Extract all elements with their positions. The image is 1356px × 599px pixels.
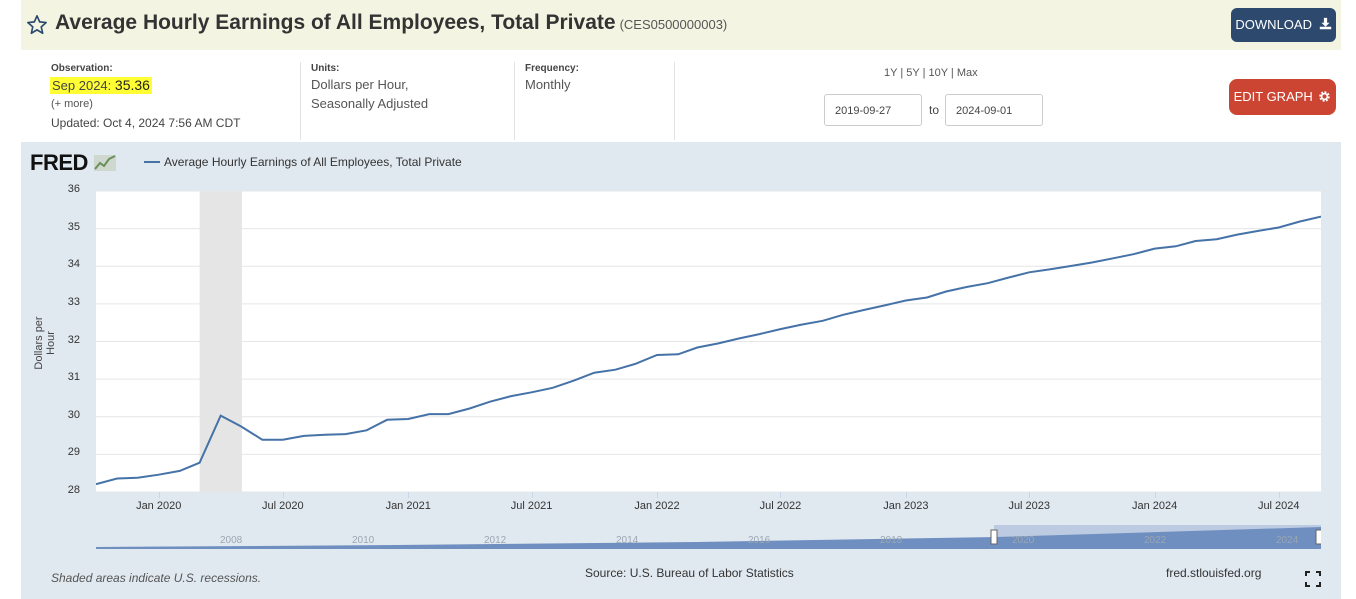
fred-logo: FRED bbox=[30, 150, 116, 176]
divider bbox=[674, 62, 675, 140]
fred-chart-logo-icon bbox=[93, 155, 116, 171]
y-tick-label: 29 bbox=[67, 446, 80, 459]
x-tick-label: Jul 2020 bbox=[261, 500, 304, 512]
legend-swatch bbox=[144, 161, 160, 163]
navigator-tick-label: 2020 bbox=[1012, 535, 1035, 546]
start-date-input[interactable]: 2019-09-27 bbox=[824, 94, 922, 126]
title-bar bbox=[21, 0, 1341, 50]
navigator-tick-label: 2022 bbox=[1144, 535, 1167, 546]
navigator-tick-label: 2010 bbox=[352, 535, 375, 546]
x-tick-mark bbox=[408, 492, 410, 498]
observation-date: Sep 2024: bbox=[52, 78, 112, 93]
x-tick-label: Jan 2020 bbox=[136, 500, 182, 512]
range-1y[interactable]: 1Y bbox=[884, 67, 898, 79]
x-tick-mark bbox=[1154, 492, 1156, 498]
end-date-input[interactable]: 2024-09-01 bbox=[945, 94, 1043, 126]
y-tick-label: 28 bbox=[67, 484, 80, 496]
star-outline-icon[interactable] bbox=[26, 14, 48, 36]
y-tick-label: 33 bbox=[67, 295, 80, 308]
fred-site-link[interactable]: fred.stlouisfed.org bbox=[1166, 566, 1262, 580]
x-tick-mark bbox=[158, 492, 160, 498]
x-tick-label: Jul 2021 bbox=[510, 500, 553, 512]
legend-label: Average Hourly Earnings of All Employees… bbox=[164, 155, 462, 169]
x-tick-label: Jan 2022 bbox=[634, 500, 680, 512]
fullscreen-icon[interactable] bbox=[1305, 571, 1321, 587]
gridlines bbox=[96, 191, 1321, 492]
y-tick-label: 34 bbox=[67, 258, 80, 271]
units-label: Units: bbox=[311, 63, 340, 74]
observation-value: 35.36 bbox=[114, 77, 150, 93]
observation-label: Observation: bbox=[51, 63, 113, 74]
y-tick-label: 31 bbox=[67, 371, 80, 384]
range-10y[interactable]: 10Y bbox=[928, 67, 948, 79]
x-tick-mark bbox=[657, 492, 659, 498]
x-tick-mark bbox=[282, 492, 284, 498]
x-tick-label: Jan 2021 bbox=[385, 500, 431, 512]
navigator-tick-label: 2018 bbox=[880, 535, 903, 546]
x-tick-label: Jan 2023 bbox=[883, 500, 929, 512]
source-credit: Source: U.S. Bureau of Labor Statistics bbox=[585, 566, 794, 580]
download-label: DOWNLOAD bbox=[1235, 17, 1312, 32]
x-tick-mark bbox=[1278, 492, 1280, 498]
y-tick-label: 36 bbox=[67, 183, 80, 195]
y-tick-label: 32 bbox=[67, 333, 80, 346]
navigator-tick-label: 2014 bbox=[616, 535, 639, 546]
frequency-label: Frequency: bbox=[525, 63, 579, 74]
series-title: Average Hourly Earnings of All Employees… bbox=[55, 11, 616, 34]
date-to-label: to bbox=[929, 103, 940, 117]
x-tick-label: Jul 2022 bbox=[759, 500, 802, 512]
download-icon bbox=[1319, 17, 1331, 30]
navigator-tick-label: 2016 bbox=[748, 535, 771, 546]
navigator-left-handle[interactable] bbox=[990, 529, 998, 545]
x-tick-mark bbox=[1029, 492, 1031, 498]
x-tick-mark bbox=[905, 492, 907, 498]
x-tick-mark bbox=[780, 492, 782, 498]
navigator-tick-label: 2008 bbox=[220, 535, 243, 546]
y-tick-label: 35 bbox=[67, 220, 80, 233]
edit-graph-button[interactable]: EDIT GRAPH bbox=[1229, 79, 1336, 115]
observation-highlight: Sep 2024: 35.36 bbox=[50, 77, 152, 94]
range-links: 1Y | 5Y | 10Y | Max bbox=[884, 67, 978, 79]
x-tick-label: Jan 2024 bbox=[1132, 500, 1178, 512]
more-observations-link[interactable]: (+ more) bbox=[51, 98, 93, 110]
series-id: (CES0500000003) bbox=[619, 17, 728, 32]
units-line-2: Seasonally Adjusted bbox=[311, 96, 429, 111]
navigator-tick-label: 2024 bbox=[1276, 535, 1299, 546]
download-button[interactable]: DOWNLOAD bbox=[1231, 8, 1336, 42]
units-line-1: Dollars per Hour, bbox=[311, 77, 409, 92]
y-tick-label: 30 bbox=[67, 408, 80, 421]
range-max[interactable]: Max bbox=[956, 67, 978, 79]
x-tick-label: Jul 2023 bbox=[1008, 500, 1051, 512]
gear-icon bbox=[1319, 91, 1331, 102]
frequency-value: Monthly bbox=[525, 77, 571, 92]
navigator-right-handle[interactable] bbox=[1315, 529, 1321, 545]
x-tick-label: Jul 2024 bbox=[1257, 500, 1300, 512]
divider bbox=[300, 62, 301, 140]
x-tick-mark bbox=[531, 492, 533, 498]
divider bbox=[514, 62, 515, 140]
range-navigator[interactable] bbox=[96, 525, 1321, 549]
edit-graph-label: EDIT GRAPH bbox=[1233, 89, 1313, 104]
fred-logo-text: FRED bbox=[30, 150, 88, 175]
units-value: Dollars per Hour, Seasonally Adjusted bbox=[311, 75, 428, 113]
updated-timestamp: Updated: Oct 4, 2024 7:56 AM CDT bbox=[51, 116, 241, 130]
series-line bbox=[96, 215, 1321, 486]
range-5y[interactable]: 5Y bbox=[906, 67, 920, 79]
recession-note: Shaded areas indicate U.S. recessions. bbox=[51, 571, 262, 585]
navigator-tick-label: 2012 bbox=[484, 535, 507, 546]
page-title: Average Hourly Earnings of All Employees… bbox=[55, 11, 727, 35]
line-chart bbox=[96, 191, 1321, 492]
navigator-series-area bbox=[96, 527, 1321, 549]
y-axis-label: Dollars per Hour bbox=[33, 316, 57, 370]
